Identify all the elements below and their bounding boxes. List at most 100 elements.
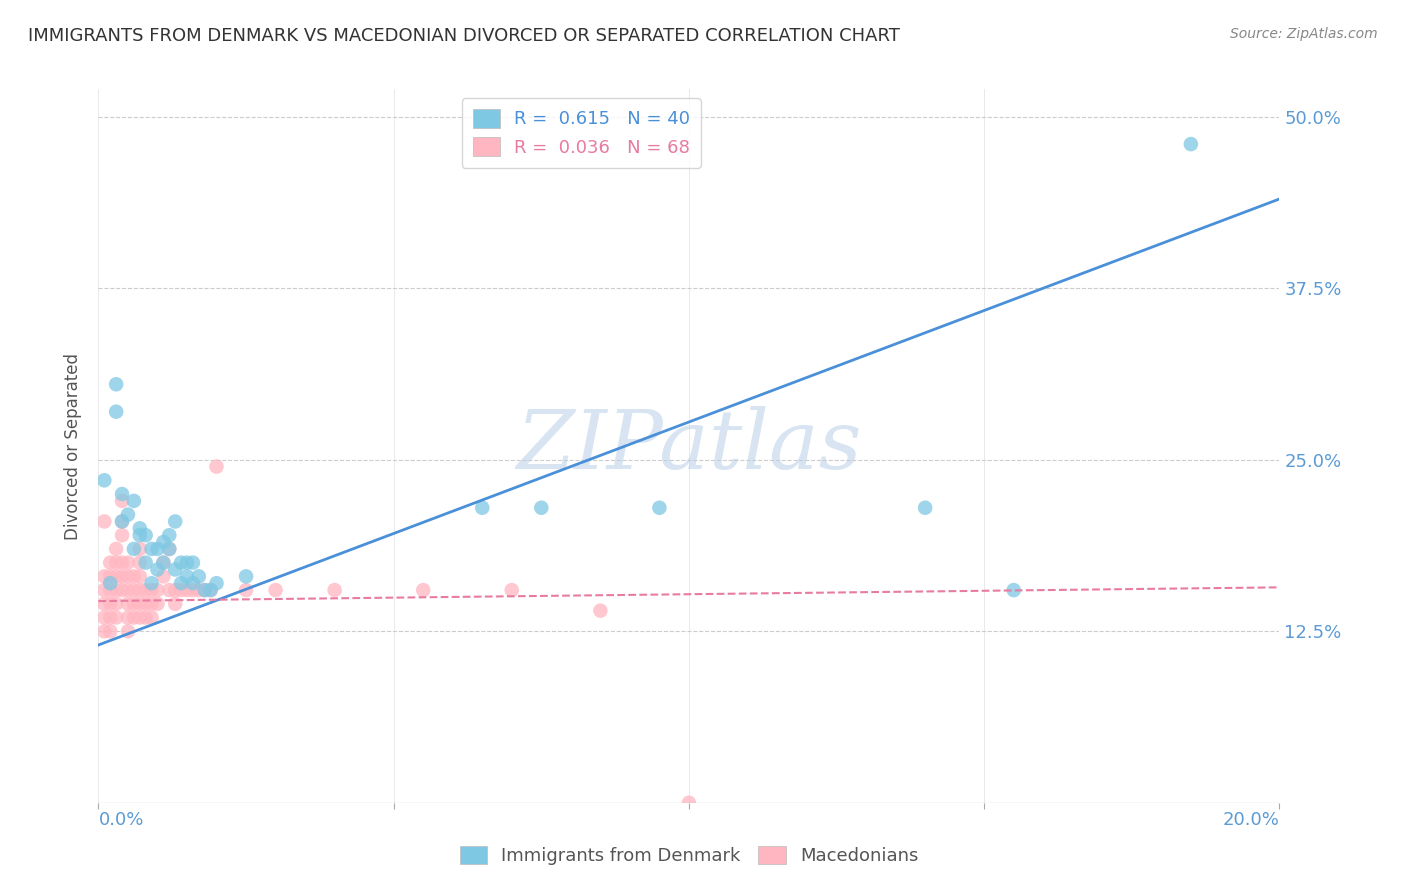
Point <box>122 541 145 556</box>
Text: 20.0%: 20.0% <box>1223 812 1279 830</box>
Point <box>122 610 145 624</box>
Point <box>141 597 163 611</box>
Point <box>117 508 139 522</box>
Y-axis label: Divorced or Separated: Divorced or Separated <box>65 352 83 540</box>
Point <box>146 562 169 576</box>
Point <box>93 624 115 639</box>
Point <box>235 583 257 598</box>
Point <box>146 541 169 556</box>
Point <box>128 528 150 542</box>
Point <box>200 583 222 598</box>
Point <box>165 583 187 598</box>
Text: Source: ZipAtlas.com: Source: ZipAtlas.com <box>1230 27 1378 41</box>
Point <box>264 583 287 598</box>
Point <box>93 515 115 529</box>
Point <box>157 541 180 556</box>
Point <box>235 569 257 583</box>
Point <box>117 597 139 611</box>
Point <box>165 562 187 576</box>
Point <box>98 583 121 598</box>
Point <box>122 569 145 583</box>
Point <box>135 556 157 570</box>
Point <box>152 569 174 583</box>
Point <box>122 494 145 508</box>
Point <box>165 515 187 529</box>
Point <box>105 556 128 570</box>
Point <box>181 576 204 591</box>
Point <box>111 515 134 529</box>
Point <box>152 535 174 549</box>
Point <box>117 583 139 598</box>
Point <box>122 583 145 598</box>
Point <box>105 569 128 583</box>
Point <box>187 569 209 583</box>
Point <box>170 583 193 598</box>
Text: 0.0%: 0.0% <box>98 812 143 830</box>
Point <box>93 583 115 598</box>
Point <box>105 405 128 419</box>
Point <box>105 610 128 624</box>
Point <box>323 583 346 598</box>
Point <box>141 541 163 556</box>
Point <box>135 583 157 598</box>
Point <box>157 528 180 542</box>
Point <box>141 576 163 591</box>
Point <box>914 500 936 515</box>
Text: ZIPatlas: ZIPatlas <box>516 406 862 486</box>
Point <box>111 487 134 501</box>
Point <box>128 583 150 598</box>
Point <box>471 500 494 515</box>
Point <box>93 473 115 487</box>
Point <box>194 583 217 598</box>
Point <box>1002 583 1025 598</box>
Point <box>117 624 139 639</box>
Point <box>152 556 174 570</box>
Point <box>111 556 134 570</box>
Point <box>105 597 128 611</box>
Point <box>678 796 700 810</box>
Point <box>128 521 150 535</box>
Point <box>105 583 128 598</box>
Point <box>181 583 204 598</box>
Point <box>111 515 134 529</box>
Point <box>135 597 157 611</box>
Point <box>146 597 169 611</box>
Point <box>122 597 145 611</box>
Point <box>530 500 553 515</box>
Legend: Immigrants from Denmark, Macedonians: Immigrants from Denmark, Macedonians <box>453 838 925 872</box>
Point <box>128 597 150 611</box>
Point <box>141 583 163 598</box>
Point <box>165 597 187 611</box>
Point <box>117 610 139 624</box>
Point <box>111 528 134 542</box>
Point <box>194 583 217 598</box>
Point <box>648 500 671 515</box>
Point <box>98 624 121 639</box>
Point <box>128 569 150 583</box>
Point <box>170 576 193 591</box>
Point <box>176 583 198 598</box>
Point <box>93 610 115 624</box>
Point <box>111 569 134 583</box>
Point <box>117 556 139 570</box>
Point <box>98 556 121 570</box>
Point <box>98 610 121 624</box>
Point <box>170 556 193 570</box>
Point <box>412 583 434 598</box>
Point <box>1180 137 1202 152</box>
Point <box>105 377 128 392</box>
Point <box>93 569 115 583</box>
Text: IMMIGRANTS FROM DENMARK VS MACEDONIAN DIVORCED OR SEPARATED CORRELATION CHART: IMMIGRANTS FROM DENMARK VS MACEDONIAN DI… <box>28 27 900 45</box>
Point <box>176 556 198 570</box>
Point <box>200 583 222 598</box>
Point <box>205 459 228 474</box>
Point <box>128 556 150 570</box>
Point <box>146 583 169 598</box>
Point <box>141 610 163 624</box>
Point <box>589 604 612 618</box>
Point <box>128 541 150 556</box>
Point <box>117 569 139 583</box>
Point <box>152 556 174 570</box>
Point <box>105 541 128 556</box>
Point <box>111 494 134 508</box>
